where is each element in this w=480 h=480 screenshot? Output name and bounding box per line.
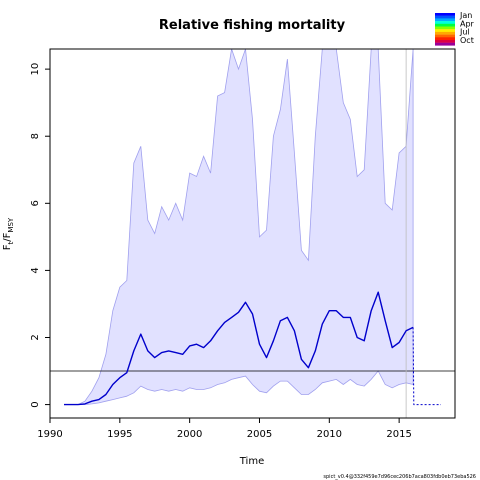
y-tick-label-2: 2	[30, 334, 41, 340]
plot-frame	[49, 48, 456, 419]
legend-swatch-5	[435, 26, 455, 30]
y-axis-label: Ft/FMSY	[2, 217, 15, 250]
y-tick-label-10: 10	[30, 63, 41, 76]
plot-area	[50, 48, 455, 418]
legend-label-apr: Apr	[460, 19, 475, 28]
legend-swatch-9	[435, 37, 455, 41]
estimate-series-line	[64, 291, 414, 406]
y-tick-label-8: 8	[30, 133, 41, 139]
x-tick-label-2015: 2015	[386, 429, 411, 440]
confidence-band-layer	[64, 48, 414, 405]
legend-swatch-10	[435, 40, 455, 43]
x-tick-label-2000: 2000	[177, 429, 202, 440]
y-tick-label-6: 6	[30, 200, 41, 206]
y-axis: 0 2 4 6 8 10	[30, 63, 50, 408]
legend-swatch-8	[435, 34, 455, 38]
legend-swatch-3	[435, 21, 455, 24]
x-axis-label: Time	[239, 456, 264, 467]
confidence-band	[64, 48, 414, 405]
legend-swatch-4	[435, 23, 455, 27]
x-axis: 1990 1995 2000 2005 2010 2015	[37, 418, 412, 440]
x-tick-label-2005: 2005	[247, 429, 272, 440]
version-footer: spict_v0.4@332f459e7d96cec206b7aca803fdb…	[323, 474, 476, 480]
legend-label-jul: Jul	[459, 28, 470, 37]
legend-swatch-0	[435, 13, 455, 16]
y-label-sub1: t	[7, 241, 15, 244]
chart-title: Relative fishing mortality	[159, 18, 346, 33]
x-tick-label-2010: 2010	[317, 429, 342, 440]
y-label-base: F	[2, 244, 13, 250]
y-tick-label-4: 4	[30, 267, 41, 273]
reference-line-layer	[50, 49, 455, 418]
legend-label-jan: Jan	[459, 11, 472, 20]
legend-swatch-7	[435, 31, 455, 35]
x-tick-label-1995: 1995	[107, 429, 132, 440]
forecast-series-line	[412, 327, 441, 406]
series-layer	[64, 291, 441, 406]
y-label-sub2: MSY	[7, 217, 15, 232]
legend-swatch-6	[435, 29, 455, 33]
y-tick-label-0: 0	[30, 401, 41, 407]
x-tick-label-1990: 1990	[37, 429, 62, 440]
y-label-mid: /F	[2, 232, 13, 241]
legend-swatch-1	[435, 15, 455, 19]
legend-label-oct: Oct	[460, 36, 474, 45]
legend-swatch-2	[435, 18, 455, 22]
legend-swatch-11	[435, 42, 455, 46]
